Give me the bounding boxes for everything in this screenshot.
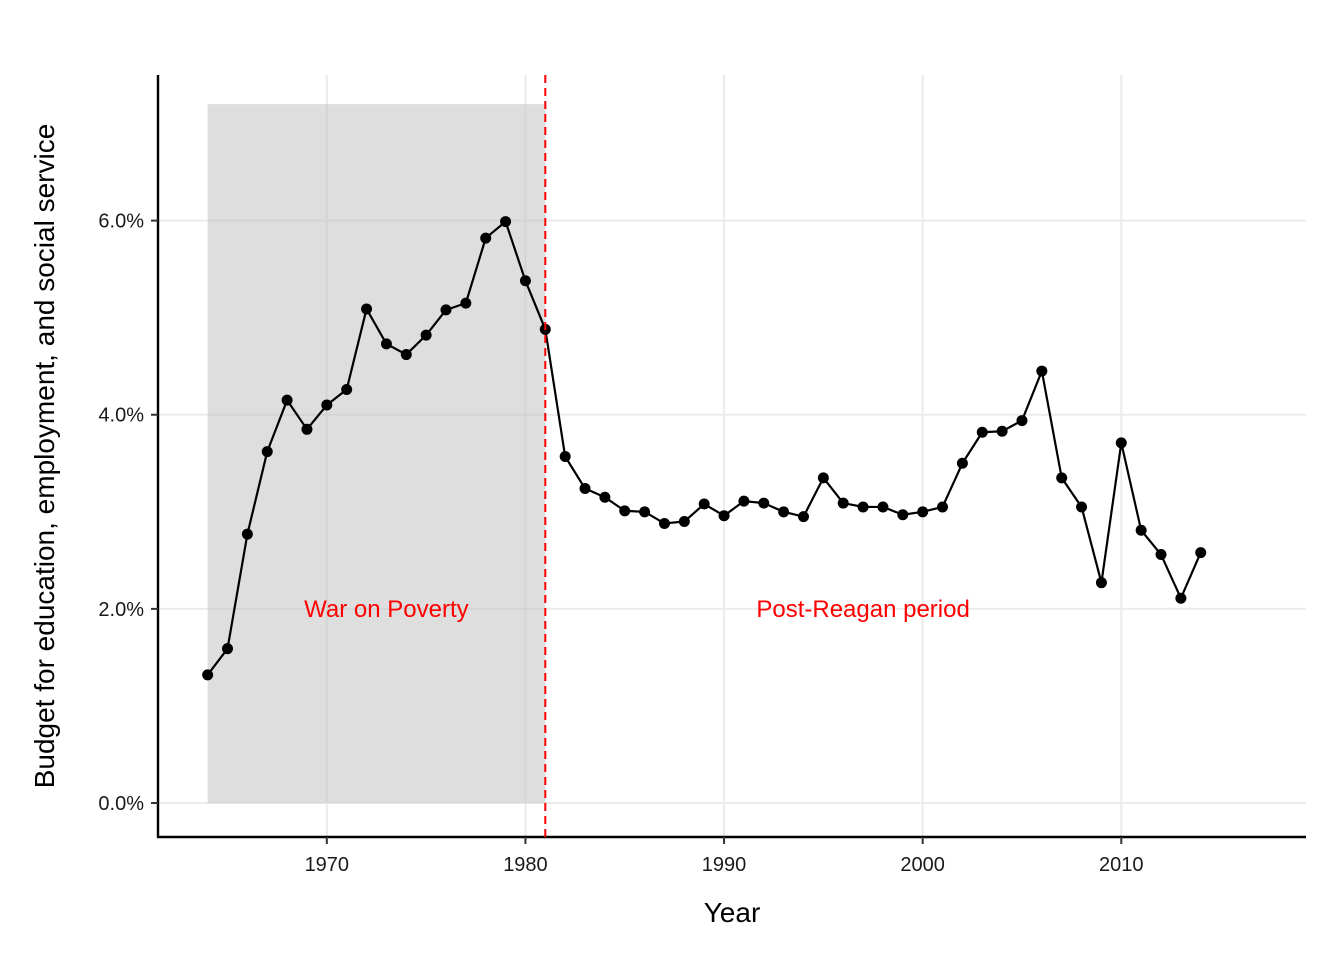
data-point (837, 497, 849, 509)
data-point (222, 643, 234, 655)
data-point (1175, 592, 1187, 604)
data-point (420, 329, 432, 341)
data-point (380, 338, 392, 350)
data-point (897, 509, 909, 521)
data-point (1155, 549, 1167, 561)
data-point (619, 505, 631, 517)
shaded-region-rect (207, 104, 546, 804)
data-point (261, 446, 273, 458)
x-axis-title: Year (704, 897, 761, 928)
data-point (698, 498, 710, 510)
data-point (738, 495, 750, 507)
series (202, 216, 1207, 681)
data-point (1115, 437, 1127, 449)
data-point (281, 394, 293, 406)
data-point (301, 423, 313, 435)
data-point (877, 501, 889, 513)
y-tick-label: 4.0% (98, 405, 144, 427)
data-point (817, 472, 829, 484)
data-point (559, 450, 571, 462)
data-point (341, 384, 353, 396)
x-tick-label: 1990 (702, 854, 747, 876)
data-point (440, 304, 452, 316)
data-point (202, 669, 214, 681)
data-point (718, 510, 730, 522)
shaded-region (207, 104, 546, 804)
data-point (917, 506, 929, 518)
data-point (519, 275, 531, 287)
y-axis-title: Budget for education, employment, and so… (29, 124, 60, 789)
annotations: War on Poverty Post-Reagan period (304, 75, 970, 837)
data-point (778, 506, 790, 518)
data-point (1135, 524, 1147, 536)
data-point (321, 399, 333, 411)
data-point (658, 517, 670, 529)
x-tick-label: 1970 (305, 854, 350, 876)
data-point (857, 501, 869, 513)
data-point (1076, 501, 1088, 513)
x-tick-label: 2010 (1099, 854, 1144, 876)
y-tick-label: 6.0% (98, 211, 144, 233)
data-point (996, 425, 1008, 437)
annotation-label: War on Poverty (304, 596, 469, 623)
data-point (361, 303, 373, 315)
data-point (976, 426, 988, 438)
data-point (1056, 472, 1068, 484)
data-point (500, 216, 512, 228)
data-point (937, 501, 949, 513)
data-point (460, 297, 472, 309)
axes (151, 75, 1306, 844)
tick-labels: 1970 1980 1990 2000 2010 0.0% 2.0% 4.0% 6.0% (98, 211, 1143, 876)
y-tick-label: 2.0% (98, 599, 144, 621)
data-point (579, 483, 591, 495)
data-point (599, 491, 611, 503)
data-point (1195, 547, 1207, 559)
data-point (758, 497, 770, 509)
data-point (1016, 415, 1028, 427)
data-point (639, 506, 651, 518)
data-point (480, 232, 492, 244)
data-point (956, 457, 968, 469)
data-point (241, 528, 253, 540)
data-point (678, 516, 690, 528)
x-tick-label: 1980 (503, 854, 548, 876)
x-tick-label: 2000 (900, 854, 945, 876)
data-point (1036, 365, 1048, 377)
y-tick-label: 0.0% (98, 793, 144, 815)
data-point (1095, 577, 1107, 589)
data-point (798, 511, 810, 523)
annotation-label: Post-Reagan period (756, 596, 969, 623)
data-point (400, 349, 412, 361)
